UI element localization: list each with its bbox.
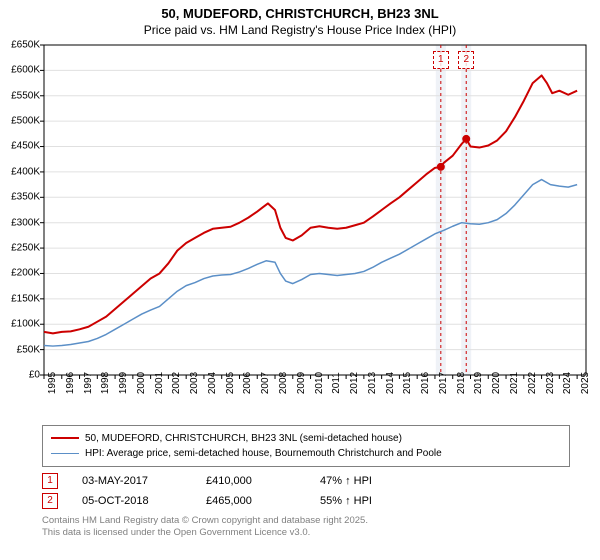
x-axis-tick-label: 2018	[456, 372, 467, 394]
x-axis-tick-label: 2023	[545, 372, 556, 394]
x-axis-tick-label: 2015	[402, 372, 413, 394]
chart-callout-marker: 1	[433, 51, 449, 69]
y-axis-tick-label: £300K	[2, 217, 40, 228]
sales-table: 1 03-MAY-2017 £410,000 47% ↑ HPI 2 05-OCT-201…	[42, 473, 570, 509]
x-axis-tick-label: 2002	[171, 372, 182, 394]
x-axis-tick-label: 2011	[331, 372, 342, 394]
y-axis-tick-label: £600K	[2, 65, 40, 76]
x-axis-tick-label: 1999	[118, 372, 129, 394]
chart-subtitle: Price paid vs. HM Land Registry's House …	[0, 23, 600, 41]
x-axis-tick-label: 1996	[65, 372, 76, 394]
x-axis-tick-label: 2020	[491, 372, 502, 394]
footer-line1: Contains HM Land Registry data © Crown c…	[42, 515, 570, 527]
x-axis-tick-label: 2024	[562, 372, 573, 394]
x-axis-tick-label: 2017	[438, 372, 449, 394]
chart-svg	[0, 41, 600, 421]
y-axis-tick-label: £200K	[2, 268, 40, 279]
x-axis-tick-label: 2010	[314, 372, 325, 394]
chart-container: 50, MUDEFORD, CHRISTCHURCH, BH23 3NL Pri…	[0, 0, 600, 560]
y-axis-tick-label: £650K	[2, 39, 40, 50]
x-axis-tick-label: 2008	[278, 372, 289, 394]
chart-callout-marker: 2	[458, 51, 474, 69]
y-axis-tick-label: £50K	[2, 344, 40, 355]
x-axis-tick-label: 2019	[473, 372, 484, 394]
y-axis-tick-label: £400K	[2, 166, 40, 177]
sale-delta: 47% ↑ HPI	[320, 475, 372, 487]
x-axis-tick-label: 1998	[100, 372, 111, 394]
legend: 50, MUDEFORD, CHRISTCHURCH, BH23 3NL (se…	[42, 425, 570, 467]
legend-item: 50, MUDEFORD, CHRISTCHURCH, BH23 3NL (se…	[51, 431, 561, 446]
x-axis-tick-label: 2000	[136, 372, 147, 394]
y-axis-tick-label: £250K	[2, 242, 40, 253]
legend-label: HPI: Average price, semi-detached house,…	[85, 446, 442, 461]
x-axis-tick-label: 2005	[225, 372, 236, 394]
x-axis-tick-label: 2025	[580, 372, 591, 394]
x-axis-tick-label: 2014	[385, 372, 396, 394]
x-axis-tick-label: 2012	[349, 372, 360, 394]
x-axis-tick-label: 2016	[420, 372, 431, 394]
y-axis-tick-label: £450K	[2, 141, 40, 152]
x-axis-tick-label: 2003	[189, 372, 200, 394]
sale-row: 2 05-OCT-2018 £465,000 55% ↑ HPI	[42, 493, 570, 509]
x-axis-tick-label: 1995	[47, 372, 58, 394]
sale-delta: 55% ↑ HPI	[320, 495, 372, 507]
x-axis-tick-label: 2009	[296, 372, 307, 394]
legend-label: 50, MUDEFORD, CHRISTCHURCH, BH23 3NL (se…	[85, 431, 402, 446]
y-axis-tick-label: £150K	[2, 293, 40, 304]
y-axis-tick-label: £100K	[2, 319, 40, 330]
sale-date: 05-OCT-2018	[82, 495, 182, 507]
chart-title: 50, MUDEFORD, CHRISTCHURCH, BH23 3NL	[0, 0, 600, 23]
x-axis-tick-label: 2006	[242, 372, 253, 394]
sale-marker-box: 1	[42, 473, 58, 489]
sale-row: 1 03-MAY-2017 £410,000 47% ↑ HPI	[42, 473, 570, 489]
footer-attribution: Contains HM Land Registry data © Crown c…	[42, 515, 570, 540]
x-axis-tick-label: 1997	[83, 372, 94, 394]
x-axis-tick-label: 2007	[260, 372, 271, 394]
y-axis-tick-label: £500K	[2, 116, 40, 127]
chart-plot-area: £0 £50K £100K £150K £200K £250K £300K £350K £400…	[0, 41, 600, 421]
x-axis-tick-label: 2021	[509, 372, 520, 394]
sale-price: £465,000	[206, 495, 296, 507]
y-axis-tick-label: £350K	[2, 192, 40, 203]
sale-date: 03-MAY-2017	[82, 475, 182, 487]
y-axis-tick-label: £550K	[2, 90, 40, 101]
x-axis-tick-label: 2001	[154, 372, 165, 394]
legend-line-swatch	[51, 437, 79, 439]
legend-line-swatch	[51, 453, 79, 455]
y-axis-tick-label: £0	[2, 369, 40, 380]
x-axis-tick-label: 2022	[527, 372, 538, 394]
x-axis-tick-label: 2004	[207, 372, 218, 394]
sale-marker-box: 2	[42, 493, 58, 509]
footer-line2: This data is licensed under the Open Gov…	[42, 527, 570, 539]
x-axis-tick-label: 2013	[367, 372, 378, 394]
legend-item: HPI: Average price, semi-detached house,…	[51, 446, 561, 461]
sale-price: £410,000	[206, 475, 296, 487]
